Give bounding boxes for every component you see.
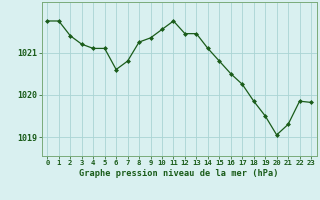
X-axis label: Graphe pression niveau de la mer (hPa): Graphe pression niveau de la mer (hPa) xyxy=(79,169,279,178)
